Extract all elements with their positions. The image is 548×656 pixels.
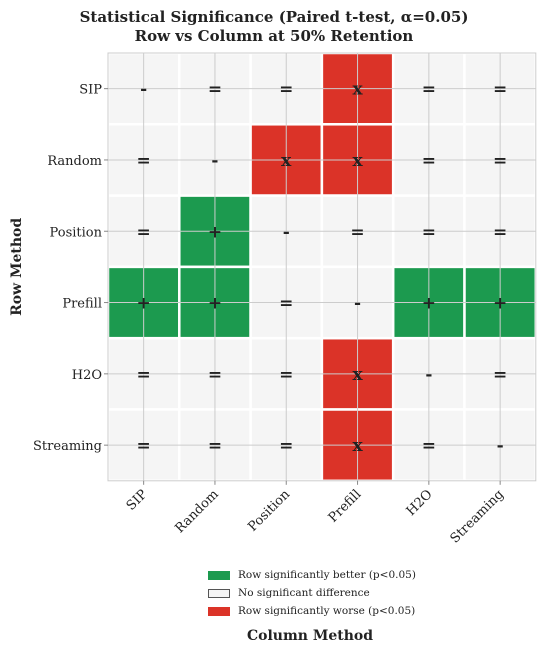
legend-item-neutral: No significant difference	[208, 584, 416, 602]
cell-symbol: -	[140, 80, 147, 100]
x-tick-label: Prefill	[326, 487, 365, 526]
legend-label-better: Row significantly better (p<0.05)	[238, 569, 416, 581]
cell-symbol: =	[350, 222, 364, 242]
cell-symbol: x	[352, 151, 363, 171]
cell-symbol: =	[493, 222, 507, 242]
cell-symbol: =	[422, 222, 436, 242]
cell-symbol: =	[493, 151, 507, 171]
cell-symbol: x	[352, 436, 363, 456]
legend-item-worse: Row significantly worse (p<0.05)	[208, 602, 416, 620]
x-tick-label: Streaming	[448, 487, 507, 546]
y-tick-label: SIP	[79, 83, 102, 98]
cell-symbol: =	[422, 436, 436, 456]
cell-symbol: x	[281, 151, 292, 171]
cell-symbol: +	[493, 294, 507, 314]
chart-title-line-1: Statistical Significance (Paired t-test,…	[79, 8, 469, 26]
legend-label-neutral: No significant difference	[238, 587, 370, 599]
cell-symbol: =	[208, 436, 222, 456]
y-tick-label: Position	[50, 225, 103, 240]
cell-symbol: =	[279, 436, 293, 456]
x-tick-label: H2O	[404, 487, 436, 519]
cell-symbol: =	[208, 80, 222, 100]
cell-symbol: =	[137, 151, 151, 171]
x-tick-label: SIP	[124, 487, 151, 514]
legend-swatch-neutral	[208, 588, 230, 598]
cell-symbol: =	[279, 365, 293, 385]
y-tick-label: Streaming	[33, 439, 102, 454]
legend-swatch-worse	[208, 606, 230, 616]
cell-symbol: =	[279, 80, 293, 100]
legend-item-better: Row significantly better (p<0.05)	[208, 566, 416, 584]
cell-symbol: -	[283, 222, 290, 242]
chart-title-line-2: Row vs Column at 50% Retention	[134, 27, 414, 45]
cell-symbol: -	[425, 365, 432, 385]
cell-symbol: x	[352, 80, 363, 100]
cell-symbol: x	[352, 365, 363, 385]
cell-symbol: =	[493, 365, 507, 385]
x-tick-label: Position	[245, 487, 293, 535]
legend: Row significantly better (p<0.05) No sig…	[208, 566, 416, 620]
x-axis-label: Column Method	[246, 628, 374, 644]
cell-symbol: -	[354, 294, 361, 314]
legend-swatch-better	[208, 570, 230, 580]
cell-symbol: +	[208, 222, 222, 242]
cell-symbol: =	[208, 365, 222, 385]
plot-frame	[107, 52, 537, 482]
cell-symbol: -	[497, 436, 504, 456]
y-axis-label: Row Method	[9, 218, 25, 316]
legend-label-worse: Row significantly worse (p<0.05)	[238, 605, 416, 617]
cell-symbol: =	[137, 222, 151, 242]
cell-symbol: +	[137, 294, 151, 314]
cell-symbol: =	[422, 80, 436, 100]
cell-symbol: =	[493, 80, 507, 100]
cell-symbol: +	[422, 294, 436, 314]
y-tick-label: H2O	[72, 368, 102, 383]
significance-heatmap: - = = x = = = - x x = = = + - = = = + + = - + + = = = x - = = = = x = - SIP R…	[9, 51, 538, 546]
cell-symbol: =	[422, 151, 436, 171]
y-tick-label: Prefill	[62, 297, 102, 312]
cell-symbol: =	[279, 294, 293, 314]
x-tick-label: Random	[173, 487, 222, 536]
cell-symbol: -	[211, 151, 218, 171]
cell-symbol: +	[208, 294, 222, 314]
y-tick-label: Random	[47, 154, 102, 169]
cell-symbol: =	[137, 436, 151, 456]
cell-symbol: =	[137, 365, 151, 385]
